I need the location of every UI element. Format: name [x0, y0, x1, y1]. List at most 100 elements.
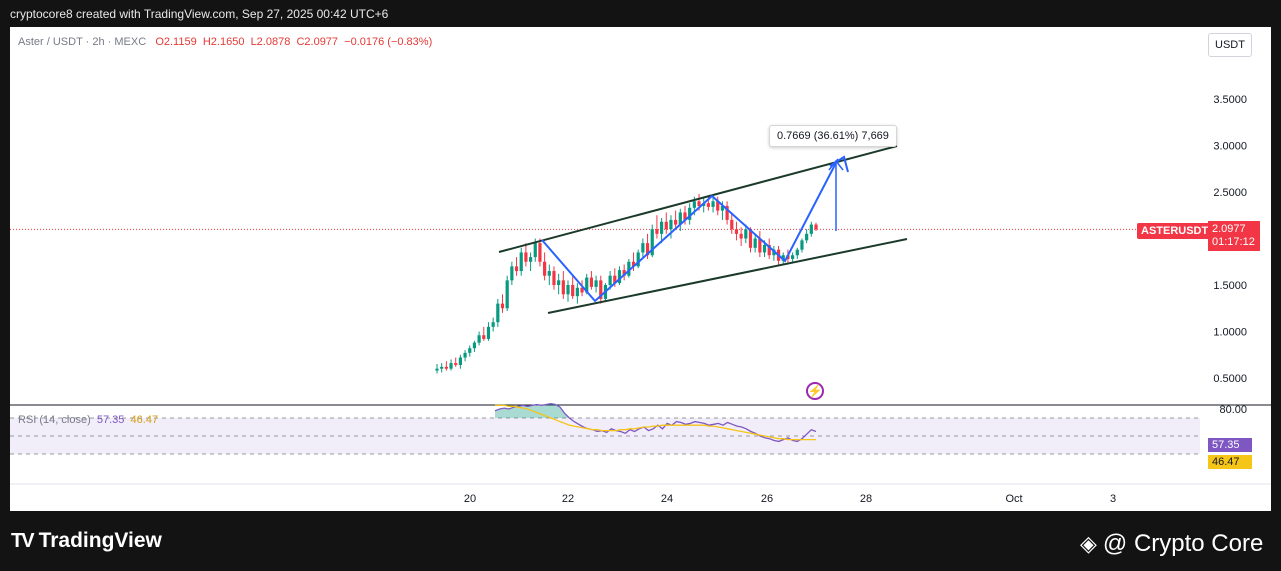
- candle-body: [734, 229, 739, 234]
- measure-arrow-head: [828, 159, 844, 171]
- ticker-tag: ASTERUSDT: [1137, 223, 1213, 239]
- high-value: H2.1650: [202, 36, 245, 48]
- candle-body: [791, 255, 795, 259]
- price-axis-label: 0.5000: [1213, 373, 1247, 385]
- time-axis-label: 3: [1110, 493, 1116, 505]
- candle-body: [805, 233, 809, 241]
- candle-body: [692, 201, 696, 208]
- crypto-core-brand: ◈ @ Crypto Core: [1080, 530, 1263, 558]
- candle-body: [744, 229, 748, 239]
- candle-body: [748, 229, 753, 248]
- candle-body: [468, 348, 472, 353]
- candle-body: [561, 280, 565, 295]
- candle-body: [613, 275, 617, 284]
- candle-body: [683, 212, 687, 220]
- candle-body: [533, 243, 537, 258]
- candle-body: [519, 252, 523, 272]
- candle-body: [510, 266, 514, 281]
- zigzag-pattern: [541, 158, 839, 303]
- candle-body: [767, 245, 771, 256]
- rsi-axis-label: 80.00: [1219, 404, 1247, 416]
- candle-body: [496, 303, 500, 323]
- candle-body: [674, 219, 678, 225]
- candle-body: [753, 238, 757, 248]
- rsi-ma-line: [495, 404, 816, 441]
- candle-body: [627, 261, 631, 276]
- tradingview-wordmark: TradingView: [38, 529, 162, 552]
- candle-body: [552, 271, 556, 285]
- time-axis-label: 24: [661, 493, 673, 505]
- candle-body: [449, 363, 453, 369]
- candle-body: [491, 322, 495, 327]
- channel-upper-line: [498, 145, 898, 253]
- candle-body: [566, 285, 570, 295]
- candle-body: [725, 205, 729, 220]
- candle-body: [543, 261, 547, 276]
- candle-body: [664, 221, 668, 230]
- price-axis-label: 2.5000: [1213, 187, 1247, 199]
- time-axis-label: 22: [562, 493, 574, 505]
- rsi-legend: RSI (14, close) 57.35 46.47: [18, 414, 158, 426]
- candle-body: [669, 219, 673, 230]
- candle-body: [758, 238, 762, 253]
- candle-body: [514, 266, 519, 272]
- price-axis-label: 3.5000: [1213, 94, 1247, 106]
- candle-body: [571, 285, 575, 297]
- candle-body: [730, 219, 734, 230]
- candle-body: [617, 270, 622, 284]
- candle-body: [645, 243, 650, 256]
- candle-body: [440, 366, 444, 369]
- chart-frame[interactable]: 0.5000 1.0000 1.5000 2.5000 3.0000 3.5000 80.0…: [10, 27, 1271, 511]
- rsi-legend-value: 57.35: [96, 414, 125, 426]
- time-axis-label: 20: [464, 493, 476, 505]
- currency-button[interactable]: USDT: [1208, 33, 1252, 57]
- candle-body: [524, 252, 528, 262]
- flash-icon[interactable]: ⚡: [806, 382, 824, 400]
- price-axis-label: 1.0000: [1213, 327, 1247, 339]
- price-axis-label: 1.5000: [1213, 280, 1247, 292]
- close-value: C2.0977: [296, 36, 339, 48]
- rsi-overbought-fill: [495, 403, 816, 418]
- tradingview-logo-icon: TV: [11, 529, 35, 552]
- candle-body: [659, 221, 664, 234]
- bar-countdown: 01:17:12: [1212, 236, 1255, 248]
- candle-body: [688, 207, 692, 220]
- candle-body: [463, 352, 467, 358]
- candle-body: [772, 249, 776, 256]
- candle-body: [589, 277, 594, 287]
- candle-body: [716, 201, 720, 211]
- time-axis-label: 28: [860, 493, 872, 505]
- last-price-value: 2.0977: [1212, 223, 1246, 235]
- candle-body: [636, 252, 640, 267]
- rsi-value-tag: 57.35: [1208, 438, 1252, 452]
- candle-body: [528, 257, 533, 262]
- candle-body: [599, 280, 603, 299]
- time-axis-label: 26: [761, 493, 773, 505]
- candle-body: [594, 280, 598, 287]
- low-value: L2.0878: [250, 36, 291, 48]
- binance-icon: ◈: [1080, 531, 1097, 556]
- symbol-name: Aster / USDT · 2h · MEXC: [18, 36, 147, 48]
- measure-tooltip: 0.7669 (36.61%) 7,669: [769, 125, 897, 147]
- candle-body: [678, 212, 682, 225]
- candle-body: [608, 275, 612, 285]
- candle-body: [739, 233, 743, 239]
- candle-body: [557, 280, 561, 285]
- candle-body: [814, 224, 818, 230]
- candle-body: [800, 240, 804, 250]
- candle-body: [575, 287, 579, 297]
- candle-body: [762, 245, 767, 253]
- symbol-legend: Aster / USDT · 2h · MEXC O2.1159 H2.1650…: [18, 36, 432, 48]
- candle-body: [538, 243, 542, 262]
- candle-body: [781, 255, 785, 261]
- rsi-label: RSI (14, close): [18, 414, 91, 426]
- candle-body: [486, 326, 491, 339]
- chart-canvas[interactable]: 0.5000 1.0000 1.5000 2.5000 3.0000 3.5000 80.0…: [10, 27, 1271, 511]
- candle-body: [477, 335, 481, 343]
- candle-body: [454, 363, 458, 365]
- rsi-legend-ma: 46.47: [130, 414, 159, 426]
- price-axis-label: 3.0000: [1213, 141, 1247, 153]
- candle-body: [622, 270, 626, 276]
- time-axis-label: Oct: [1005, 493, 1022, 505]
- candle-body: [444, 366, 448, 369]
